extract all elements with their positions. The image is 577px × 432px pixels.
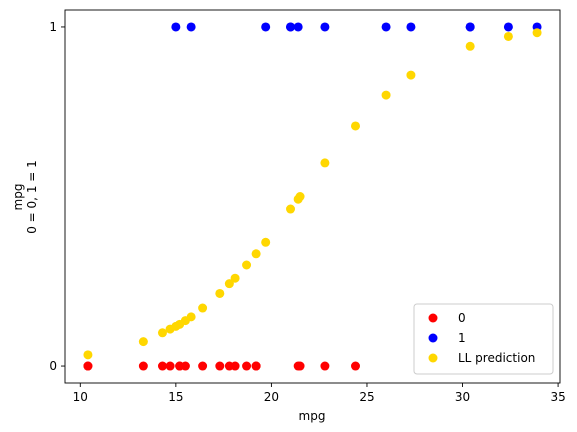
- point-series-1-1: [186, 22, 196, 32]
- point-series-2-22: [465, 41, 475, 51]
- point-series-0-1: [83, 361, 93, 371]
- y-tick-label-1: 1: [49, 20, 57, 34]
- point-series-2-2: [157, 328, 167, 338]
- point-series-1-0: [171, 22, 181, 32]
- y-axis-label-line-1: mpg: [11, 184, 25, 211]
- point-series-0-8: [198, 361, 208, 371]
- point-series-2-14: [261, 237, 271, 247]
- point-series-0-16: [295, 361, 305, 371]
- point-series-1-8: [406, 22, 416, 32]
- legend-marker-0: [428, 313, 438, 323]
- y-axis-ticks: 01: [49, 20, 65, 373]
- legend-marker-2: [428, 353, 438, 363]
- y-axis-label: mpg 0 = 0, 1 = 1: [11, 160, 39, 234]
- point-series-0-9: [215, 361, 225, 371]
- x-tick-label-30: 30: [455, 390, 470, 404]
- point-series-1-7: [381, 22, 391, 32]
- point-series-2-23: [503, 31, 513, 41]
- x-tick-label-35: 35: [550, 390, 565, 404]
- point-series-0-12: [242, 361, 252, 371]
- point-series-2-18: [320, 158, 330, 168]
- y-axis-label-line-2: 0 = 0, 1 = 1: [25, 160, 39, 234]
- point-series-1-11: [503, 22, 513, 32]
- x-tick-label-20: 20: [264, 390, 279, 404]
- point-series-2-13: [251, 249, 261, 259]
- legend-marker-1: [428, 333, 438, 343]
- x-axis-ticks: 10 15 20 25 30 35: [73, 383, 566, 404]
- point-series-2-20: [381, 90, 391, 100]
- point-series-0-17: [320, 361, 330, 371]
- point-series-2-11: [230, 273, 240, 283]
- legend-label-0: 0: [458, 311, 466, 325]
- point-series-0-14: [251, 361, 261, 371]
- legend: 0 1 LL prediction: [413, 303, 554, 375]
- point-series-2-7: [186, 312, 196, 322]
- point-series-2-17: [295, 192, 305, 201]
- legend-box: [413, 303, 554, 375]
- point-series-2-15: [286, 204, 296, 214]
- point-series-2-8: [198, 303, 208, 313]
- x-axis-label: mpg: [299, 409, 326, 423]
- x-tick-label-15: 15: [168, 390, 183, 404]
- point-series-2-24: [532, 28, 542, 38]
- plot-frame: [64, 9, 561, 384]
- y-tick-label-0: 0: [49, 359, 57, 373]
- plot-points: [83, 22, 542, 371]
- legend-label-2: LL prediction: [458, 351, 535, 365]
- point-series-2-1: [138, 337, 148, 347]
- point-series-1-6: [320, 22, 330, 32]
- x-tick-label-25: 25: [359, 390, 374, 404]
- point-series-2-19: [351, 121, 360, 131]
- point-series-0-11: [230, 361, 240, 371]
- point-series-0-4: [165, 361, 175, 371]
- point-series-1-5: [293, 22, 303, 32]
- point-series-0-2: [138, 361, 148, 371]
- point-series-2-21: [406, 70, 416, 80]
- legend-label-1: 1: [458, 331, 466, 345]
- x-tick-label-10: 10: [73, 390, 88, 404]
- point-series-2-10: [224, 279, 234, 289]
- point-series-1-10: [465, 22, 475, 32]
- point-series-1-2: [261, 22, 271, 32]
- point-series-2-0: [83, 350, 93, 360]
- point-series-2-9: [215, 288, 225, 298]
- point-series-0-7: [180, 361, 190, 371]
- point-series-2-12: [242, 260, 252, 270]
- point-series-0-3: [157, 361, 167, 371]
- point-series-1-4: [286, 22, 296, 32]
- point-series-0-18: [351, 361, 360, 371]
